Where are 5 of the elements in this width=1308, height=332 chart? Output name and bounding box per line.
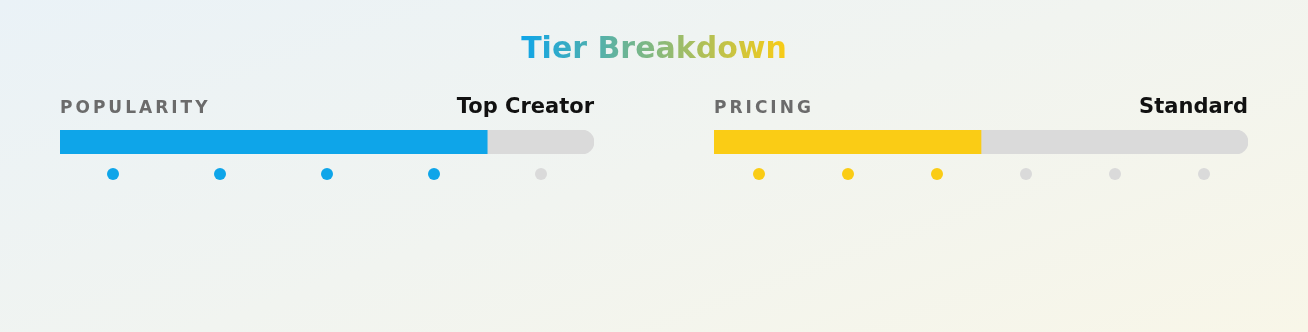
text: Tier Breakdown xyxy=(521,30,787,65)
chart-title: PRICING xyxy=(714,97,814,117)
chart-subtitle: Top Creator xyxy=(456,94,594,118)
chart-title: POPULARITY xyxy=(60,97,211,117)
chart-subtitle: Standard xyxy=(1139,94,1248,118)
